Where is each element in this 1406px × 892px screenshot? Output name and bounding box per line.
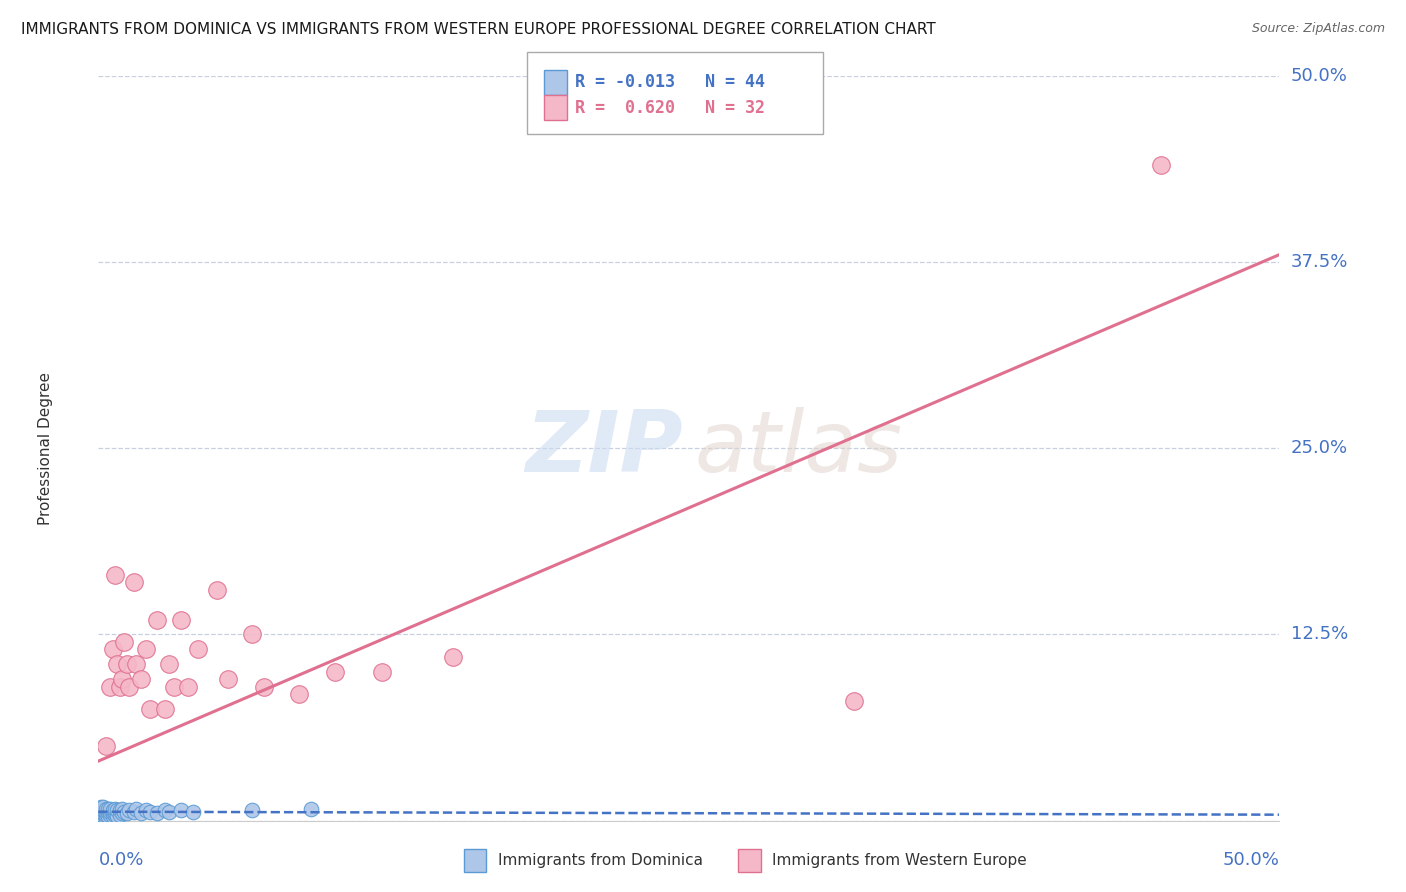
Point — [90, 800, 112, 814]
Point — [112, 635, 135, 649]
Text: 50.0%: 50.0% — [1223, 851, 1279, 869]
Point — [101, 806, 124, 821]
Text: 0.0%: 0.0% — [98, 851, 143, 869]
Point — [91, 809, 114, 823]
Text: Immigrants from Western Europe: Immigrants from Western Europe — [772, 854, 1026, 868]
Point — [122, 805, 145, 819]
Point — [94, 802, 117, 816]
Point — [135, 642, 157, 657]
Point — [91, 803, 114, 817]
Point — [146, 613, 169, 627]
Point — [187, 642, 209, 657]
Point — [170, 613, 193, 627]
Point — [105, 809, 128, 823]
Text: ZIP: ZIP — [526, 407, 683, 490]
Point — [104, 567, 127, 582]
Text: 12.5%: 12.5% — [1291, 625, 1348, 643]
Point — [115, 806, 138, 821]
Text: 50.0%: 50.0% — [1291, 67, 1347, 85]
Point — [129, 672, 152, 686]
Point — [98, 680, 121, 694]
Point — [108, 803, 131, 817]
Point — [135, 803, 157, 817]
Point — [177, 680, 200, 694]
Point — [240, 627, 263, 641]
Point — [108, 680, 131, 694]
Point — [153, 702, 176, 716]
Point — [118, 680, 141, 694]
Point — [91, 800, 114, 814]
Point — [157, 805, 180, 819]
Point — [181, 805, 204, 819]
Point — [105, 657, 128, 672]
Point — [111, 802, 134, 816]
Point — [104, 805, 127, 819]
Point — [101, 642, 124, 657]
Point — [170, 803, 193, 817]
Point — [91, 806, 114, 821]
Text: IMMIGRANTS FROM DOMINICA VS IMMIGRANTS FROM WESTERN EUROPE PROFESSIONAL DEGREE C: IMMIGRANTS FROM DOMINICA VS IMMIGRANTS F… — [21, 22, 936, 37]
Point — [118, 803, 141, 817]
Point — [240, 803, 263, 817]
Point — [441, 649, 464, 664]
Point — [112, 805, 135, 819]
Point — [97, 802, 120, 816]
Point — [111, 672, 134, 686]
Point — [129, 806, 152, 821]
Point — [153, 803, 176, 817]
Text: Source: ZipAtlas.com: Source: ZipAtlas.com — [1251, 22, 1385, 36]
Point — [98, 802, 121, 816]
Point — [97, 809, 120, 823]
Point — [90, 806, 112, 821]
Point — [104, 802, 127, 816]
Point — [157, 657, 180, 672]
Point — [299, 802, 322, 816]
Point — [101, 803, 124, 817]
Point — [104, 807, 127, 822]
Point — [139, 702, 162, 716]
Point — [94, 805, 117, 819]
Text: 25.0%: 25.0% — [1291, 439, 1348, 458]
Point — [98, 805, 121, 819]
Point — [94, 811, 117, 825]
Point — [108, 807, 131, 822]
Point — [125, 802, 148, 816]
Point — [94, 739, 117, 753]
Point — [111, 806, 134, 821]
Point — [115, 657, 138, 672]
Point — [253, 680, 276, 694]
Point — [323, 665, 346, 679]
Text: Immigrants from Dominica: Immigrants from Dominica — [498, 854, 703, 868]
Text: Professional Degree: Professional Degree — [38, 372, 53, 524]
Point — [94, 807, 117, 822]
Text: atlas: atlas — [695, 407, 903, 490]
Point — [101, 809, 124, 823]
Text: R = -0.013   N = 44: R = -0.013 N = 44 — [575, 73, 765, 91]
Text: R =  0.620   N = 32: R = 0.620 N = 32 — [575, 99, 765, 117]
Point — [98, 807, 121, 822]
Point — [97, 805, 120, 819]
Point — [122, 575, 145, 590]
Point — [371, 665, 394, 679]
Point — [163, 680, 186, 694]
Point — [146, 806, 169, 821]
Point — [217, 672, 239, 686]
Point — [205, 582, 228, 597]
Point — [139, 805, 162, 819]
Point — [288, 687, 311, 701]
Point — [1150, 158, 1173, 172]
Point — [105, 803, 128, 817]
Point — [90, 803, 112, 817]
Point — [844, 694, 866, 708]
Point — [125, 657, 148, 672]
Text: 37.5%: 37.5% — [1291, 253, 1348, 271]
